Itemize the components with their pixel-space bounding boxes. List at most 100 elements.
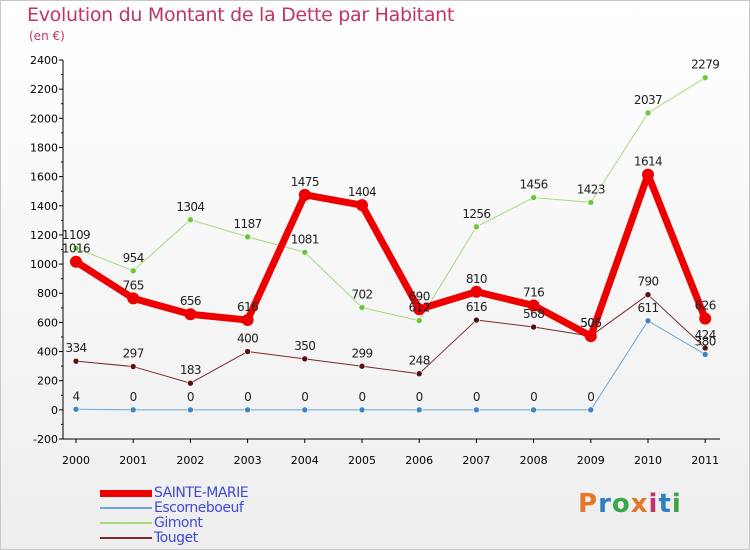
y-tick-label: 1600 (30, 171, 58, 184)
data-label-escorneboeuf: 0 (416, 390, 423, 404)
data-label-touget: 400 (237, 332, 258, 346)
data-label-gimont: 2279 (691, 58, 719, 72)
y-tick-label: 1200 (30, 229, 58, 242)
legend-item-sainte-marie: SAINTE-MARIE (100, 485, 249, 501)
data-label-gimont: 1081 (291, 232, 319, 246)
data-point-gimont (530, 194, 537, 201)
data-label-touget: 424 (695, 328, 716, 342)
data-point-gimont (301, 248, 309, 256)
series-line-touget (75, 294, 706, 384)
data-label-touget: 334 (65, 341, 86, 355)
data-label-gimont: 1256 (462, 207, 490, 221)
x-tick-label: 2002 (176, 454, 204, 467)
data-label-gimont: 1423 (577, 182, 605, 196)
data-point-touget (701, 344, 709, 352)
y-tick-label: 800 (37, 287, 58, 300)
data-label-escorneboeuf: 380 (695, 334, 716, 348)
x-tick-label: 2005 (348, 454, 376, 467)
x-tick-label: 2010 (634, 454, 662, 467)
y-tick-label: 2400 (30, 54, 58, 67)
data-point-gimont (473, 223, 480, 231)
data-label-gimont: 1456 (520, 178, 548, 192)
data-point-gimont (187, 216, 194, 224)
data-label-sainte-marie: 1475 (291, 175, 319, 189)
data-label-gimont: 702 (351, 288, 372, 302)
data-point-sainte-marie (584, 330, 597, 343)
y-tick-label: 2200 (30, 83, 58, 96)
x-tick-label: 2006 (405, 454, 433, 467)
data-label-escorneboeuf: 0 (130, 390, 137, 404)
y-tick-label: 200 (37, 375, 58, 388)
data-label-touget: 350 (294, 339, 315, 353)
data-label-sainte-marie: 810 (466, 272, 487, 286)
data-label-gimont: 2037 (634, 93, 662, 107)
data-point-touget (358, 362, 366, 370)
chart-title: Evolution du Montant de la Dette par Hab… (27, 4, 455, 26)
data-label-sainte-marie: 1016 (62, 242, 90, 256)
y-tick-label: 400 (37, 346, 58, 359)
y-tick-label: 1800 (30, 141, 58, 154)
data-point-touget (644, 291, 652, 298)
legend-swatch-gimont (100, 522, 152, 524)
data-point-gimont (244, 233, 251, 241)
series-lines (70, 74, 712, 414)
data-point-escorneboeuf (187, 406, 194, 414)
y-tick-label: 1000 (30, 258, 58, 271)
chart-unit: (en €) (29, 29, 65, 43)
axes: -200020040060080010001200140016001800200… (30, 54, 720, 467)
legend-swatch-escorneboeuf (100, 507, 152, 509)
data-point-sainte-marie (127, 292, 140, 305)
data-point-sainte-marie (356, 199, 368, 212)
data-label-escorneboeuf: 4 (72, 389, 79, 403)
data-label-escorneboeuf: 0 (358, 390, 365, 404)
y-tick-label: 2000 (30, 112, 58, 125)
y-tick-label: 0 (51, 404, 58, 417)
x-tick-label: 2001 (119, 454, 147, 467)
data-point-gimont (358, 304, 366, 311)
data-point-sainte-marie (184, 308, 197, 321)
data-label-touget: 183 (180, 363, 201, 377)
data-point-escorneboeuf (129, 406, 137, 414)
data-point-escorneboeuf (72, 405, 80, 413)
data-point-escorneboeuf (244, 406, 251, 414)
data-point-touget (187, 379, 194, 387)
data-point-gimont (129, 267, 137, 275)
data-point-touget (415, 370, 423, 377)
data-point-sainte-marie (470, 285, 483, 298)
data-label-sainte-marie: 616 (237, 300, 258, 314)
data-point-escorneboeuf (701, 351, 709, 358)
data-label-sainte-marie: 1614 (634, 155, 662, 169)
data-label-escorneboeuf: 0 (530, 390, 537, 404)
legend-label-touget: Touget (154, 530, 198, 546)
data-point-touget (129, 363, 137, 370)
legend-label-escorneboeuf: Escorneboeuf (154, 500, 244, 516)
data-label-gimont: 954 (123, 251, 144, 265)
data-label-sainte-marie: 626 (695, 299, 716, 313)
data-point-gimont (644, 109, 652, 117)
y-tick-label: 1400 (30, 200, 58, 213)
y-tick-label: 600 (37, 316, 58, 329)
data-point-escorneboeuf (587, 406, 595, 414)
data-label-escorneboeuf: 0 (587, 390, 594, 404)
x-tick-label: 2009 (577, 454, 605, 467)
legend-label-sainte-marie: SAINTE-MARIE (154, 485, 249, 501)
data-point-escorneboeuf (530, 406, 537, 414)
data-label-escorneboeuf: 0 (301, 390, 308, 404)
data-label-gimont: 1109 (62, 228, 90, 242)
legend-swatch-touget (100, 537, 152, 539)
data-label-escorneboeuf: 0 (473, 390, 480, 404)
data-point-sainte-marie (527, 299, 540, 312)
data-label-touget: 568 (523, 307, 544, 321)
x-tick-label: 2004 (291, 454, 319, 467)
legend-swatch-sainte-marie (100, 489, 152, 497)
data-point-touget (301, 355, 309, 363)
data-label-touget: 248 (409, 354, 430, 368)
data-label-touget: 506 (580, 316, 601, 330)
data-label-gimont: 1187 (234, 217, 262, 231)
data-point-escorneboeuf (473, 406, 480, 414)
legend-item-touget: Touget (100, 530, 198, 546)
data-label-gimont: 1304 (176, 200, 204, 214)
data-point-touget (530, 323, 537, 331)
